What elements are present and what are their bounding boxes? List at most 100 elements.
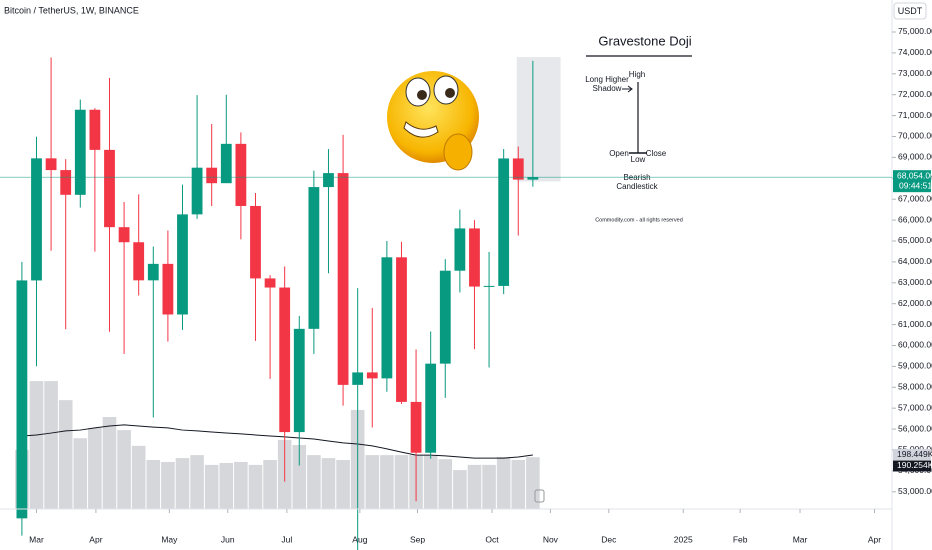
y-tick-label: 66,000.00 (898, 214, 932, 224)
candle-body (177, 214, 188, 315)
volume-label: 190.254K (897, 460, 932, 470)
x-tick-label: Feb (733, 534, 748, 544)
y-tick-label: 64,000.00 (898, 256, 932, 266)
candle-body (74, 109, 86, 195)
volume-bar (29, 381, 44, 509)
candle-body (89, 109, 101, 150)
candle-body (133, 242, 145, 281)
candle-body (396, 257, 407, 402)
volume-bar (190, 455, 204, 509)
candle-body (498, 158, 510, 286)
candle-body (60, 170, 72, 195)
candle-body (352, 372, 364, 385)
y-tick-label: 56,000.00 (898, 423, 932, 433)
candle-body (293, 328, 305, 433)
inset-title: Gravestone Doji (598, 33, 691, 48)
candle-body (162, 263, 174, 315)
candle-body (512, 158, 524, 180)
y-tick-label: 67,000.00 (898, 193, 932, 203)
volume-bar (73, 438, 88, 509)
volume-bar (496, 457, 511, 509)
volume-bar (175, 458, 190, 509)
volume-bar (117, 430, 131, 509)
volume-bar (234, 461, 248, 509)
candle-body (483, 285, 495, 287)
inset-label: Close (646, 149, 667, 158)
volume-ma-label: 198.449K (897, 449, 932, 459)
x-tick-label: Aug (352, 534, 367, 544)
volume-bar (263, 460, 277, 509)
y-tick-label: 53,000.00 (898, 486, 932, 496)
x-tick-label: Apr (89, 534, 102, 544)
candle-body (206, 167, 218, 184)
volume-box (893, 460, 931, 472)
flash-icon[interactable] (534, 489, 545, 503)
volume-bar (380, 455, 394, 509)
y-tick-label: 69,000.00 (898, 152, 932, 162)
y-tick-label: 63,000.00 (898, 277, 932, 287)
inset-credit: Commodity.com - all rights reserved (595, 217, 683, 223)
emoji-pupil (417, 90, 427, 100)
last-price-box (893, 170, 931, 193)
doji-inset: Gravestone Doji High Long Higher Shadow … (585, 33, 692, 223)
candle-body (308, 187, 320, 329)
x-tick-label: 2025 (674, 534, 693, 544)
candle-body (16, 280, 28, 519)
countdown-label: 09:44:51 (899, 180, 932, 190)
inset-label: Bearish (623, 173, 650, 182)
y-tick-label: 65,000.00 (898, 235, 932, 245)
volume-bar (453, 470, 467, 509)
x-tick-label: Jul (281, 534, 292, 544)
candle-body (337, 173, 349, 385)
volume-bar (161, 461, 175, 509)
x-tick-label: Dec (601, 534, 617, 544)
candle-body (425, 363, 437, 453)
x-tick-label: Jun (221, 534, 235, 544)
inset-label: Long Higher (585, 75, 629, 84)
volume-bar (102, 416, 117, 509)
candle-body (323, 173, 334, 188)
x-tick-label: Sep (410, 534, 425, 544)
volume-bar (248, 464, 263, 509)
emoji-hand (443, 133, 473, 171)
volume-ma-line (21, 424, 533, 459)
candle-body (235, 143, 247, 206)
volume-bar (467, 464, 482, 509)
volume-bar (88, 427, 102, 509)
candle-body (45, 158, 57, 171)
volume-bar (146, 460, 161, 509)
y-tick-label: 60,000.00 (898, 340, 932, 350)
volume-bar (394, 455, 409, 509)
y-tick-label: 58,000.00 (898, 382, 932, 392)
emoji (387, 71, 479, 171)
candle-body (410, 401, 422, 453)
y-tick-label: 71,000.00 (898, 110, 932, 120)
y-tick-label: 75,000.00 (898, 26, 932, 36)
x-tick-label: Mar (793, 534, 808, 544)
y-tick-label: 57,000.00 (898, 402, 932, 412)
y-tick-label: 61,000.00 (898, 319, 932, 329)
volume-bar (365, 455, 380, 509)
candle-body (366, 372, 378, 379)
x-tick-label: Nov (543, 534, 559, 544)
last-price-label: 68,054.00 (897, 170, 932, 180)
candle-body (469, 228, 480, 287)
candle-body (104, 149, 115, 228)
volume-ma-box (893, 448, 931, 460)
inset-arrow-head (627, 85, 633, 93)
volume-bar (336, 460, 350, 509)
candle-body (147, 263, 159, 281)
volume-bar (204, 464, 219, 509)
volume-bar (321, 458, 336, 509)
chart-title: Bitcoin / TetherUS, 1W, BINANCE (4, 5, 139, 15)
x-tick-label: Mar (29, 534, 44, 544)
currency-button[interactable] (893, 2, 927, 20)
volume-bar (292, 445, 307, 509)
x-tick-label: May (161, 534, 178, 544)
volume-bar (219, 462, 234, 509)
emoji-pupil (445, 88, 455, 98)
y-tick-label: 70,000.00 (898, 131, 932, 141)
y-tick-label: 62,000.00 (898, 298, 932, 308)
candle-body (454, 228, 466, 271)
